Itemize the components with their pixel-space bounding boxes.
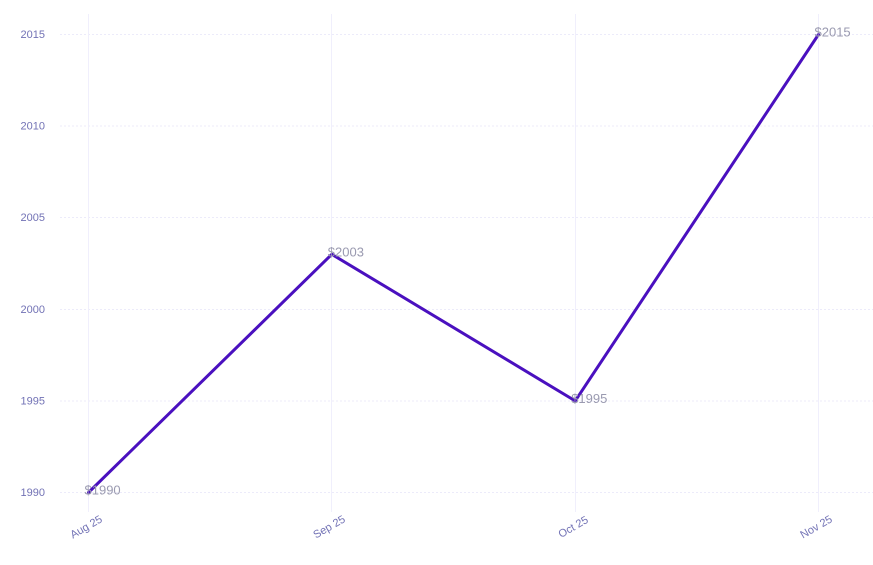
data-label-sep-25: $2003 bbox=[328, 244, 364, 259]
y-axis-tick-labels: 2015 2010 2005 2000 1995 1990 bbox=[21, 29, 45, 499]
data-point-labels: $1990 $2003 $1995 $2015 bbox=[85, 25, 851, 498]
data-label-aug-25: $1990 bbox=[85, 483, 121, 498]
y-tick-label-2005: 2005 bbox=[21, 212, 45, 224]
y-tick-label-1990: 1990 bbox=[21, 487, 45, 499]
data-label-oct-25: $1995 bbox=[571, 391, 607, 406]
y-tick-label-2000: 2000 bbox=[21, 304, 45, 316]
y-tick-label-2010: 2010 bbox=[21, 121, 45, 133]
series-group bbox=[87, 33, 820, 494]
data-label-nov-25: $2015 bbox=[815, 25, 851, 40]
horizontal-gridlines bbox=[60, 34, 873, 493]
y-tick-label-2015: 2015 bbox=[21, 29, 45, 41]
vertical-gridlines bbox=[88, 14, 819, 512]
series-line-path bbox=[87, 33, 820, 494]
y-tick-label-1995: 1995 bbox=[21, 395, 45, 407]
